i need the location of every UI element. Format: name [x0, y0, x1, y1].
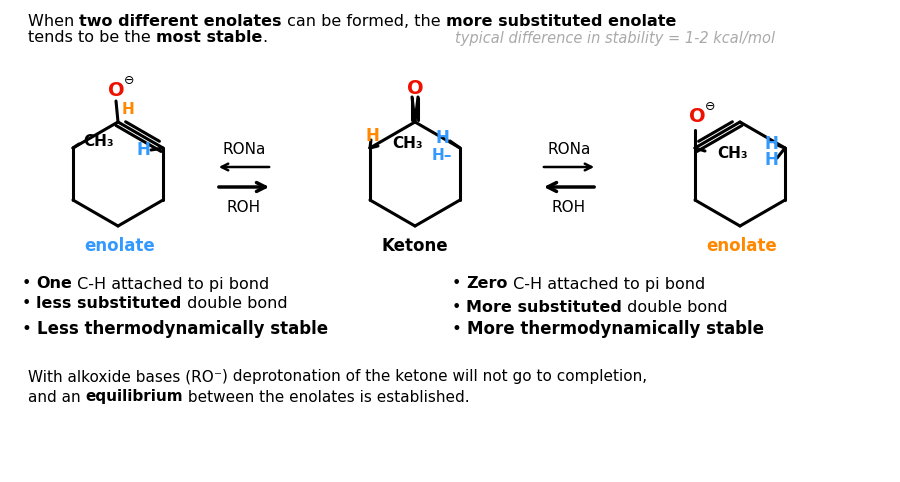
Text: •: •	[452, 277, 466, 292]
Text: One: One	[37, 277, 72, 292]
Text: O: O	[108, 80, 124, 99]
Text: •: •	[22, 295, 37, 310]
Text: •: •	[452, 299, 466, 314]
Text: H–: H–	[432, 148, 453, 163]
Text: less substituted: less substituted	[37, 295, 182, 310]
Text: more substituted enolate: more substituted enolate	[446, 13, 676, 28]
Text: ⁻: ⁻	[214, 370, 221, 385]
Text: .: .	[262, 30, 267, 45]
Text: CH₃: CH₃	[84, 134, 114, 149]
Text: •: •	[22, 277, 37, 292]
Text: ROH: ROH	[552, 200, 586, 214]
Text: •: •	[22, 320, 37, 338]
Text: typical difference in stability = 1-2 kcal/mol: typical difference in stability = 1-2 kc…	[455, 30, 775, 45]
Text: C-H attached to pi bond: C-H attached to pi bond	[508, 277, 706, 292]
Text: tends to be the: tends to be the	[28, 30, 156, 45]
Text: •: •	[452, 320, 467, 338]
Text: double bond: double bond	[623, 299, 728, 314]
Text: enolate: enolate	[706, 237, 778, 255]
Text: Less thermodynamically stable: Less thermodynamically stable	[37, 320, 328, 338]
Text: Ketone: Ketone	[382, 237, 448, 255]
Text: can be formed, the: can be formed, the	[282, 13, 446, 28]
Text: H: H	[764, 151, 778, 169]
Text: O: O	[688, 107, 706, 125]
Text: With alkoxide bases (RO: With alkoxide bases (RO	[28, 370, 214, 385]
Text: and an: and an	[28, 389, 86, 404]
Text: equilibrium: equilibrium	[86, 389, 183, 404]
Text: ⊖: ⊖	[705, 101, 716, 113]
Text: ROH: ROH	[227, 200, 261, 214]
Text: H: H	[122, 103, 134, 118]
Text: ⊖: ⊖	[124, 75, 134, 88]
Text: most stable: most stable	[156, 30, 262, 45]
Text: C-H attached to pi bond: C-H attached to pi bond	[72, 277, 270, 292]
Text: RONa: RONa	[547, 142, 590, 157]
Text: double bond: double bond	[182, 295, 287, 310]
Text: H: H	[435, 129, 449, 147]
Text: When: When	[28, 13, 79, 28]
Text: More thermodynamically stable: More thermodynamically stable	[467, 320, 764, 338]
Text: Zero: Zero	[466, 277, 508, 292]
Text: between the enolates is established.: between the enolates is established.	[183, 389, 470, 404]
Text: H: H	[365, 127, 379, 145]
Text: ) deprotonation of the ketone will not go to completion,: ) deprotonation of the ketone will not g…	[221, 370, 647, 385]
Text: H: H	[136, 141, 150, 159]
Text: RONa: RONa	[222, 142, 266, 157]
Text: CH₃: CH₃	[717, 146, 748, 161]
Text: More substituted: More substituted	[466, 299, 623, 314]
Text: CH₃: CH₃	[392, 136, 423, 151]
Text: enolate: enolate	[85, 237, 156, 255]
Text: two different enolates: two different enolates	[79, 13, 282, 28]
Text: H: H	[764, 135, 778, 153]
Text: O: O	[407, 79, 423, 97]
